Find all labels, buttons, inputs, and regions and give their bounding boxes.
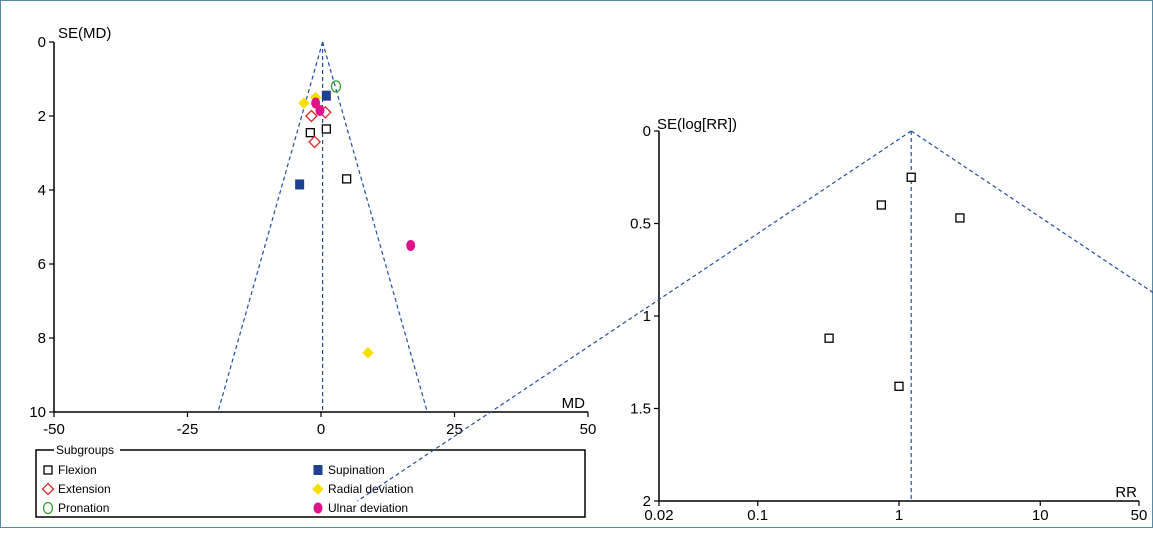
x-tick-label-md: 0 bbox=[317, 421, 325, 438]
data-point-extension bbox=[308, 135, 322, 149]
legend-title: Subgroups bbox=[56, 443, 114, 457]
legend-subgroups: Subgroups Flexion Supination Extension Radi… bbox=[35, 442, 586, 518]
funnel-plot-rr: SE(log[RR]) RR 0 0.5 1 1.5 20.02 0.1 1 10 50 bbox=[357, 116, 1153, 524]
legend-label-pronation: Pronation bbox=[58, 501, 109, 515]
data-point-pronation bbox=[330, 80, 342, 93]
x-tick-label-md: -50 bbox=[43, 421, 65, 438]
x-tick-label-md: 25 bbox=[446, 421, 463, 438]
data-point-flexion bbox=[305, 128, 315, 138]
funnel-left-limit-rr bbox=[357, 130, 912, 502]
x-tick-label-rr: 0.1 bbox=[747, 507, 768, 524]
funnel-right-limit-md bbox=[322, 41, 428, 413]
funnel-right-limit-rr bbox=[910, 130, 1153, 294]
data-point-ulnar-deviation bbox=[311, 97, 321, 109]
y-tick-label-md: 2 bbox=[38, 108, 46, 125]
data-point-supination bbox=[295, 179, 305, 190]
data-point-rr bbox=[906, 172, 916, 182]
legend-marker-flexion bbox=[43, 465, 53, 475]
data-point-ulnar-deviation bbox=[315, 104, 325, 116]
data-point-rr bbox=[824, 333, 834, 343]
x-tick-label-md: -25 bbox=[177, 421, 199, 438]
x-tick-label-rr: 1 bbox=[895, 507, 903, 524]
legend-label-extension: Extension bbox=[58, 482, 111, 496]
data-point-supination bbox=[321, 90, 331, 101]
y-tick-label-md: 4 bbox=[38, 182, 46, 199]
data-point-extension bbox=[304, 109, 318, 123]
data-point-rr bbox=[955, 213, 965, 223]
legend-label-supination: Supination bbox=[328, 463, 385, 477]
data-point-radial-deviation bbox=[298, 97, 310, 109]
y-tick-label-md: 0 bbox=[38, 34, 46, 51]
y-tick-label-md: 6 bbox=[38, 256, 46, 273]
funnel-plot-md: SE(MD) MD 0 2 4 6 8 10-50 -25 0 25 50 bbox=[29, 25, 596, 438]
legend-label-flexion: Flexion bbox=[58, 463, 97, 477]
x-axis-label-md: MD bbox=[562, 395, 585, 412]
data-point-rr bbox=[894, 381, 904, 391]
legend-label-radial-deviation: Radial deviation bbox=[328, 482, 413, 496]
legend-marker-ulnar-deviation bbox=[313, 502, 323, 514]
y-tick-label-rr: 0 bbox=[643, 123, 651, 140]
y-tick-label-rr: 0.5 bbox=[630, 216, 651, 233]
data-point-flexion bbox=[341, 174, 352, 184]
data-point-radial-deviation bbox=[362, 347, 374, 359]
legend-box bbox=[35, 449, 586, 518]
y-axis-label-md: SE(MD) bbox=[58, 25, 111, 42]
x-tick-label-rr: 0.02 bbox=[644, 507, 673, 524]
data-point-flexion bbox=[321, 124, 331, 134]
legend-marker-supination bbox=[313, 465, 323, 475]
y-tick-label-md: 8 bbox=[38, 330, 46, 347]
data-point-rr bbox=[876, 200, 887, 210]
funnel-left-limit-md bbox=[217, 41, 324, 413]
x-tick-label-md: 50 bbox=[580, 421, 597, 438]
y-axis-label-rr: SE(log[RR]) bbox=[657, 116, 737, 133]
x-tick-label-rr: 10 bbox=[1032, 507, 1049, 524]
legend-marker-extension bbox=[41, 482, 55, 496]
y-tick-label-rr: 1.5 bbox=[630, 401, 651, 418]
x-tick-label-rr: 50 bbox=[1131, 507, 1148, 524]
x-axis-label-rr: RR bbox=[1115, 484, 1137, 501]
y-tick-label-md: 10 bbox=[29, 404, 46, 421]
y-tick-label-rr: 1 bbox=[643, 308, 651, 325]
legend-title-bg bbox=[54, 442, 120, 458]
y-tick-label-rr: 2 bbox=[643, 493, 651, 510]
legend-marker-radial-deviation bbox=[312, 483, 324, 495]
legend-label-ulnar-deviation: Ulnar deviation bbox=[328, 501, 408, 515]
data-point-ulnar-deviation bbox=[406, 240, 416, 251]
legend-marker-pronation bbox=[42, 501, 54, 515]
